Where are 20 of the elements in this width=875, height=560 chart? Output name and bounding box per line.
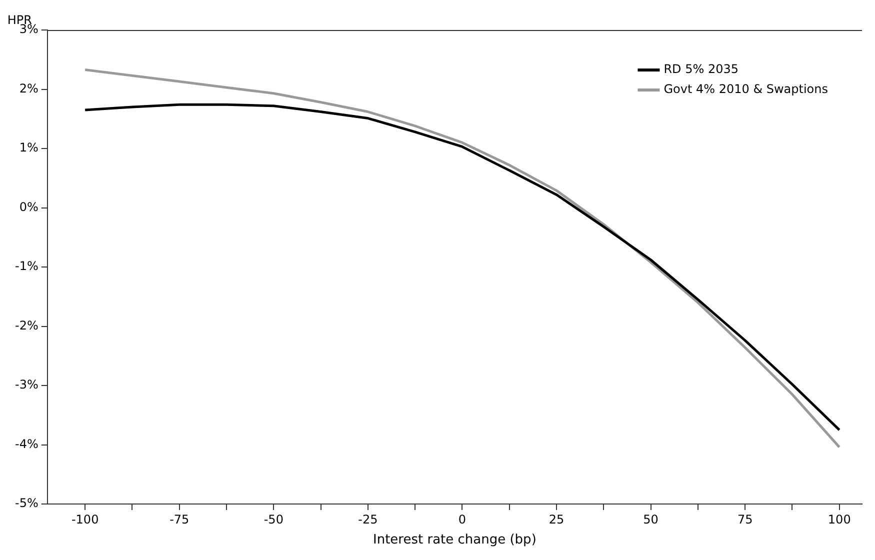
x-tick-label: -100 [71,512,99,526]
x-tick-label: 25 [548,512,564,526]
y-tick-label: -5% [14,496,38,510]
legend-label: RD 5% 2035 [664,62,739,76]
y-tick-label: -1% [14,259,38,274]
x-tick-label: 50 [643,512,658,526]
legend-label: Govt 4% 2010 & Swaptions [664,82,828,96]
y-tick-label: 1% [19,140,38,155]
y-tick-label: -3% [14,378,38,392]
x-axis-title: Interest rate change (bp) [372,532,536,548]
x-tick-label: 0 [458,512,466,526]
y-tick-label: 0% [19,200,38,214]
x-tick-label: 75 [737,512,753,526]
x-tick-label: -50 [264,512,284,526]
x-tick-label: 100 [828,512,851,526]
x-tick-label: -75 [170,512,190,526]
y-tick-label: -2% [14,318,38,332]
y-tick-label: 2% [19,81,38,96]
y-tick-label: -4% [14,436,38,451]
x-tick-label: -25 [358,512,378,526]
